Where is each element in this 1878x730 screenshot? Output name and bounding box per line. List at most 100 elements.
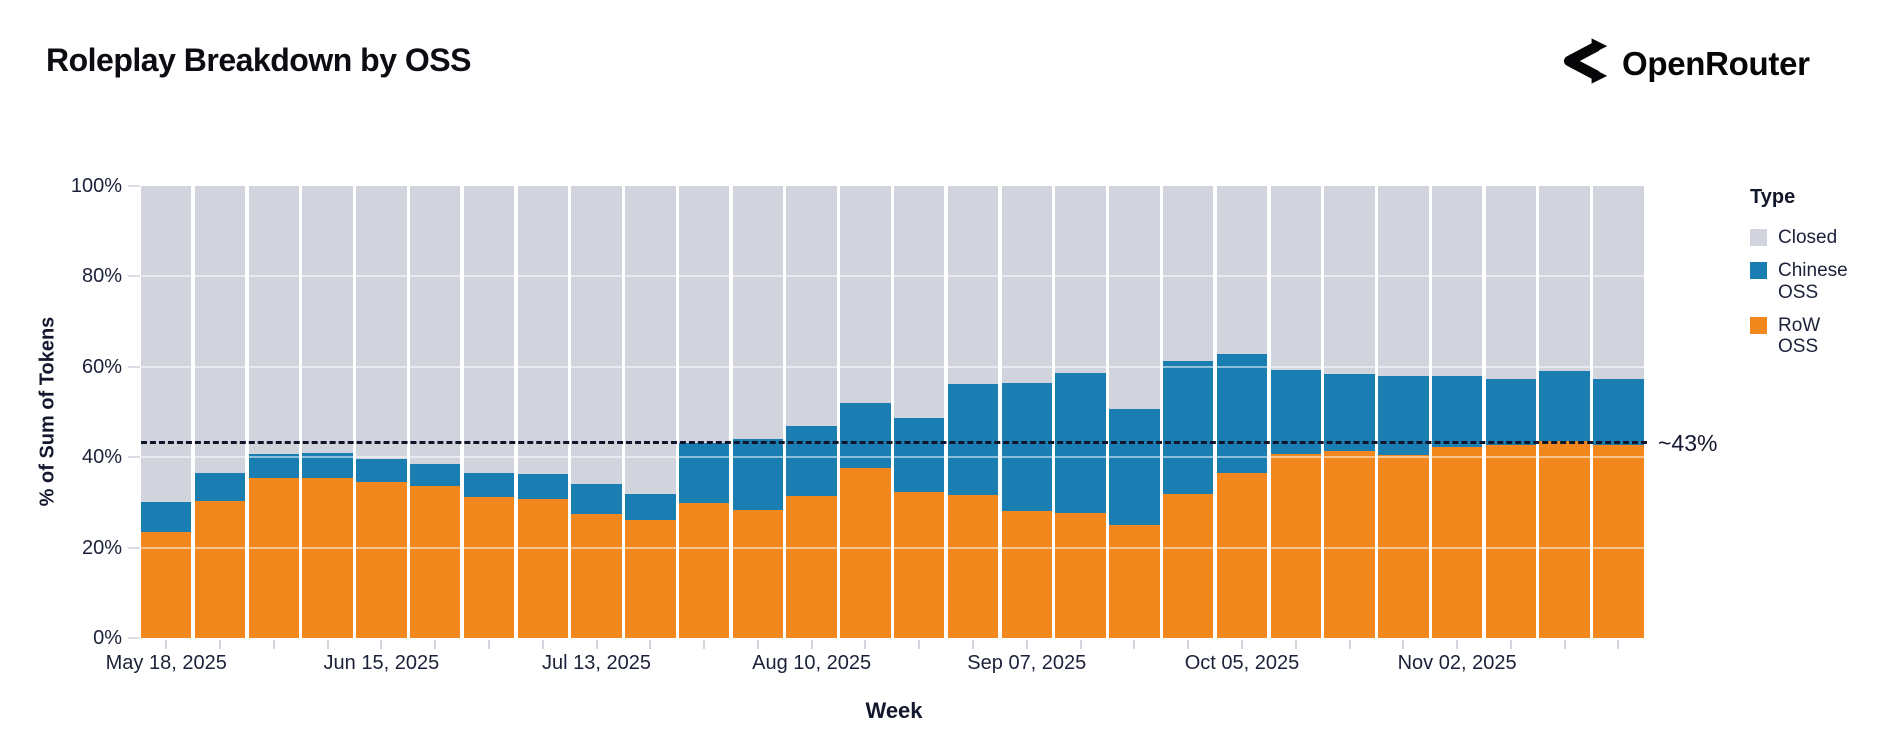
bar-segment-row-oss[interactable] (1324, 450, 1375, 638)
bar-segment-closed[interactable] (194, 186, 246, 474)
bar-segment-row-oss[interactable] (1593, 444, 1644, 638)
bar-segment-closed[interactable] (409, 186, 461, 464)
bar-segment-chinese-oss[interactable] (1055, 373, 1106, 514)
bar-segment-closed[interactable] (141, 186, 192, 502)
bar-segment-closed[interactable] (302, 186, 353, 454)
bar-week-aug-03-2025[interactable] (732, 186, 784, 638)
bar-segment-chinese-oss[interactable] (1593, 379, 1644, 445)
bar-segment-chinese-oss[interactable] (1324, 373, 1375, 451)
bar-segment-closed[interactable] (894, 186, 945, 418)
bar-segment-closed[interactable] (1001, 186, 1053, 383)
bar-segment-chinese-oss[interactable] (732, 439, 784, 510)
bar-segment-row-oss[interactable] (1378, 454, 1429, 638)
bar-segment-chinese-oss[interactable] (894, 417, 945, 492)
bar-segment-row-oss[interactable] (517, 499, 568, 638)
bar-segment-closed[interactable] (1431, 186, 1483, 376)
bar-week-jul-20-2025[interactable] (625, 186, 676, 638)
bar-week-aug-10-2025[interactable] (786, 186, 837, 638)
bar-segment-closed[interactable] (356, 186, 407, 460)
bar-segment-chinese-oss[interactable] (409, 463, 461, 486)
bar-segment-closed[interactable] (463, 186, 515, 473)
bar-segment-closed[interactable] (1162, 186, 1214, 361)
bar-week-sep-28-2025[interactable] (1162, 186, 1214, 638)
legend-item-row-oss[interactable]: RoW OSS (1750, 315, 1875, 359)
bar-segment-chinese-oss[interactable] (571, 484, 622, 514)
bar-week-jun-22-2025[interactable] (409, 186, 461, 638)
bar-segment-chinese-oss[interactable] (463, 472, 515, 497)
bar-segment-closed[interactable] (840, 186, 891, 403)
bar-week-oct-19-2025[interactable] (1324, 186, 1375, 638)
bar-segment-closed[interactable] (1539, 186, 1590, 372)
bar-segment-closed[interactable] (1593, 186, 1644, 380)
bar-segment-chinese-oss[interactable] (1485, 379, 1537, 445)
bar-segment-closed[interactable] (1378, 186, 1429, 376)
bar-week-jun-01-2025[interactable] (248, 186, 300, 638)
bar-segment-row-oss[interactable] (1001, 510, 1053, 638)
bar-segment-chinese-oss[interactable] (1001, 382, 1053, 511)
bar-segment-row-oss[interactable] (194, 501, 246, 638)
bar-week-sep-07-2025[interactable] (1001, 186, 1053, 638)
bar-segment-closed[interactable] (947, 186, 999, 384)
bar-segment-row-oss[interactable] (1270, 453, 1321, 638)
bar-segment-row-oss[interactable] (1216, 473, 1268, 638)
bar-segment-chinese-oss[interactable] (248, 454, 300, 478)
brand-logo[interactable]: OpenRouter (1558, 36, 1810, 91)
bar-segment-closed[interactable] (1324, 186, 1375, 374)
bar-segment-row-oss[interactable] (1485, 445, 1537, 638)
bar-segment-row-oss[interactable] (894, 491, 945, 638)
bar-segment-row-oss[interactable] (571, 513, 622, 638)
bar-segment-chinese-oss[interactable] (1539, 371, 1590, 441)
bar-segment-closed[interactable] (1216, 186, 1268, 354)
bar-segment-chinese-oss[interactable] (840, 402, 891, 468)
bar-week-sep-21-2025[interactable] (1109, 186, 1160, 638)
bar-segment-chinese-oss[interactable] (1270, 369, 1321, 454)
bar-week-jul-13-2025[interactable] (571, 186, 622, 638)
bar-week-oct-05-2025[interactable] (1216, 186, 1268, 638)
bar-week-nov-23-2025[interactable] (1593, 186, 1644, 638)
bar-segment-row-oss[interactable] (786, 496, 837, 638)
bar-segment-chinese-oss[interactable] (625, 494, 676, 521)
bar-segment-closed[interactable] (517, 186, 568, 474)
bar-segment-chinese-oss[interactable] (356, 459, 407, 483)
bar-week-may-25-2025[interactable] (194, 186, 246, 638)
bar-segment-chinese-oss[interactable] (194, 473, 246, 502)
bar-week-may-18-2025[interactable] (141, 186, 192, 638)
bar-week-oct-26-2025[interactable] (1378, 186, 1429, 638)
bar-segment-closed[interactable] (1055, 186, 1106, 374)
bar-segment-row-oss[interactable] (248, 478, 300, 638)
bar-segment-row-oss[interactable] (1539, 440, 1590, 638)
bar-segment-row-oss[interactable] (1431, 446, 1483, 638)
bar-segment-row-oss[interactable] (625, 520, 676, 638)
bar-week-jul-06-2025[interactable] (517, 186, 568, 638)
bar-week-aug-17-2025[interactable] (840, 186, 891, 638)
bar-segment-chinese-oss[interactable] (302, 453, 353, 478)
bar-segment-row-oss[interactable] (141, 532, 192, 638)
bar-week-nov-09-2025[interactable] (1485, 186, 1537, 638)
bar-segment-row-oss[interactable] (409, 485, 461, 638)
bar-segment-chinese-oss[interactable] (1378, 375, 1429, 455)
bar-segment-chinese-oss[interactable] (1162, 360, 1214, 495)
bar-segment-chinese-oss[interactable] (678, 442, 730, 504)
bar-segment-closed[interactable] (732, 186, 784, 440)
bar-week-aug-24-2025[interactable] (894, 186, 945, 638)
bar-segment-row-oss[interactable] (1162, 494, 1214, 638)
bar-week-oct-12-2025[interactable] (1270, 186, 1321, 638)
bar-segment-chinese-oss[interactable] (1109, 409, 1160, 525)
bar-week-jul-27-2025[interactable] (678, 186, 730, 638)
bar-segment-chinese-oss[interactable] (1216, 353, 1268, 474)
bar-segment-closed[interactable] (1109, 186, 1160, 410)
bar-segment-closed[interactable] (786, 186, 837, 426)
bar-segment-chinese-oss[interactable] (947, 383, 999, 496)
bar-segment-row-oss[interactable] (302, 478, 353, 638)
bar-segment-chinese-oss[interactable] (517, 473, 568, 500)
bar-segment-closed[interactable] (248, 186, 300, 455)
bar-segment-closed[interactable] (1270, 186, 1321, 370)
bar-week-jun-29-2025[interactable] (463, 186, 515, 638)
bar-week-sep-14-2025[interactable] (1055, 186, 1106, 638)
bar-week-jun-15-2025[interactable] (356, 186, 407, 638)
bar-segment-closed[interactable] (625, 186, 676, 495)
bar-segment-closed[interactable] (678, 186, 730, 443)
bar-segment-row-oss[interactable] (1055, 513, 1106, 638)
bar-segment-row-oss[interactable] (840, 467, 891, 638)
legend-item-closed[interactable]: Closed (1750, 227, 1875, 249)
